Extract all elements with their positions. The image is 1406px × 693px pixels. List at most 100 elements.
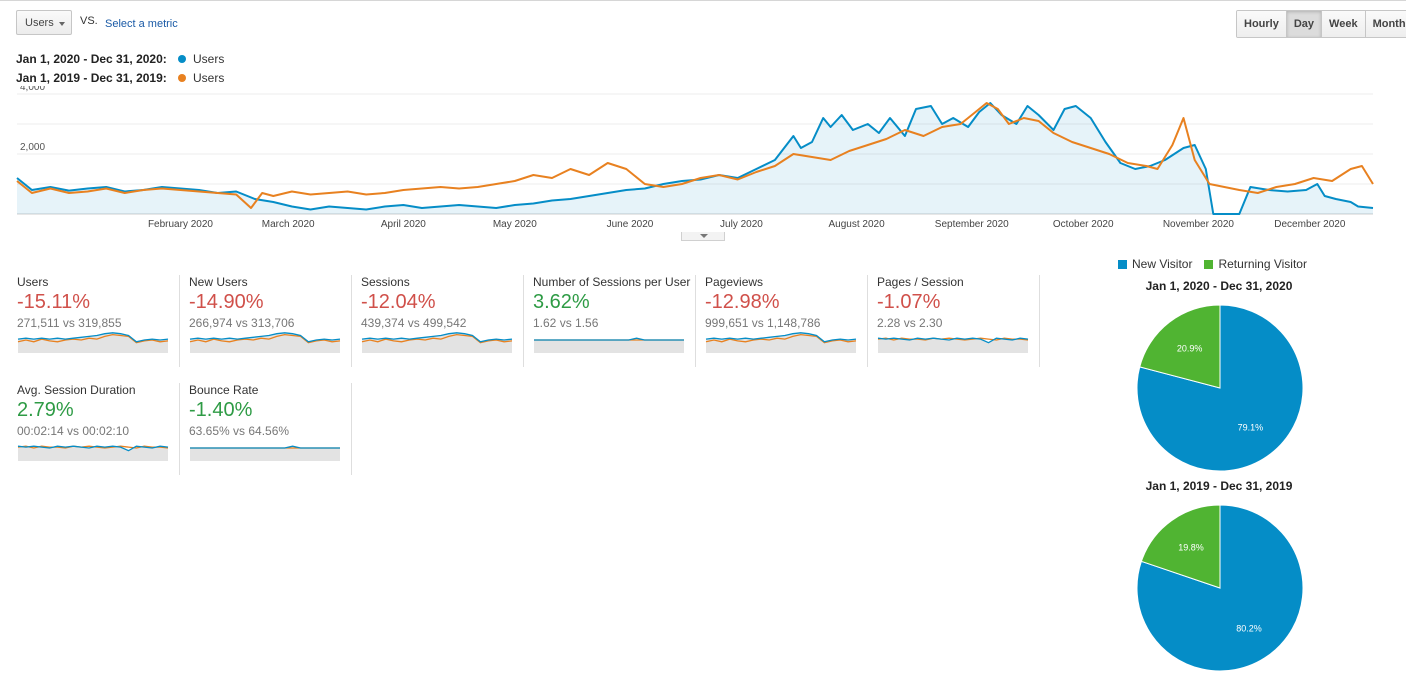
scorecard[interactable]: Number of Sessions per User 3.62% 1.62 v… bbox=[533, 275, 696, 367]
pie-title-2020: Jan 1, 2020 - Dec 31, 2020 bbox=[1145, 279, 1293, 293]
returning-visitor-swatch-icon bbox=[1204, 259, 1214, 269]
pie-legend-label: Returning Visitor bbox=[1218, 257, 1307, 271]
chevron-down-icon bbox=[59, 22, 65, 26]
period-day-button[interactable]: Day bbox=[1285, 11, 1322, 37]
sparkline-2020 bbox=[17, 332, 169, 343]
metric-dropdown-label: Users bbox=[25, 17, 54, 29]
scorecard[interactable]: Pageviews -12.98% 999,651 vs 1,148,786 bbox=[705, 275, 868, 367]
sparkline bbox=[361, 332, 513, 353]
series-line-2020[interactable] bbox=[16, 102, 1374, 215]
scorecard-comparison: 266,974 vs 313,706 bbox=[189, 316, 295, 330]
scorecard[interactable]: Avg. Session Duration 2.79% 00:02:14 vs … bbox=[17, 383, 180, 475]
sparkline-2020 bbox=[705, 332, 857, 343]
legend-range: Jan 1, 2020 - Dec 31, 2020: bbox=[16, 52, 167, 66]
legend-range: Jan 1, 2019 - Dec 31, 2019: bbox=[16, 71, 167, 85]
sparkline-2020 bbox=[189, 332, 341, 343]
period-week-button[interactable]: Week bbox=[1321, 11, 1365, 37]
pie-chart-2019[interactable]: 80.2% 19.8% bbox=[1130, 498, 1310, 678]
series-area-2020 bbox=[17, 103, 1373, 214]
sparkline-2019 bbox=[361, 333, 513, 344]
vs-label: VS. bbox=[80, 15, 98, 27]
scorecard[interactable]: Sessions -12.04% 439,374 vs 499,542 bbox=[361, 275, 524, 367]
scorecard-change: -15.11% bbox=[17, 291, 91, 313]
pie-title-2019: Jan 1, 2019 - Dec 31, 2019 bbox=[1145, 479, 1293, 493]
series-line-2019[interactable] bbox=[16, 102, 1374, 209]
pie-legend-item[interactable]: New Visitor bbox=[1118, 257, 1192, 271]
sparkline bbox=[705, 332, 857, 353]
sparkline bbox=[534, 337, 684, 353]
legend-metric: Users bbox=[193, 52, 225, 66]
sparkline-2020 bbox=[17, 445, 169, 452]
sparkline-area bbox=[878, 338, 1028, 353]
pie-slice-label: 20.9% bbox=[1177, 344, 1203, 354]
scorecard-comparison: 999,651 vs 1,148,786 bbox=[705, 316, 821, 330]
legend-row-2019: Jan 1, 2019 - Dec 31, 2019: Users bbox=[16, 71, 224, 85]
x-tick-label: February 2020 bbox=[148, 219, 213, 230]
x-tick-label: August 2020 bbox=[829, 219, 886, 230]
x-tick-label: November 2020 bbox=[1163, 219, 1235, 230]
scorecard-change: 3.62% bbox=[533, 291, 590, 313]
scorecard-title: Pageviews bbox=[705, 275, 764, 289]
select-metric-link[interactable]: Select a metric bbox=[105, 18, 178, 30]
y-tick-label: 4,000 bbox=[20, 86, 45, 93]
scorecard-title: Bounce Rate bbox=[189, 383, 259, 397]
sparkline-2020 bbox=[190, 445, 340, 449]
pie-chart-2020[interactable]: 79.1% 20.9% bbox=[1130, 298, 1310, 478]
sparkline-2020 bbox=[361, 332, 513, 343]
x-tick-label: December 2020 bbox=[1274, 219, 1346, 230]
pie-slice-label: 79.1% bbox=[1238, 422, 1264, 432]
sparkline-area bbox=[534, 338, 684, 353]
sparkline-2019 bbox=[17, 333, 169, 344]
scorecard-change: -1.07% bbox=[877, 291, 941, 313]
series-dot-icon bbox=[178, 55, 186, 63]
period-month-button[interactable]: Month bbox=[1364, 11, 1406, 37]
sparkline-2019 bbox=[705, 333, 857, 344]
pie-slice[interactable] bbox=[1140, 504, 1221, 589]
sparkline-2020 bbox=[534, 337, 684, 341]
x-tick-label: April 2020 bbox=[381, 219, 426, 230]
x-tick-label: June 2020 bbox=[607, 219, 654, 230]
scorecard-title: Sessions bbox=[361, 275, 410, 289]
sparkline bbox=[17, 445, 169, 461]
sparkline-area bbox=[18, 446, 168, 461]
sparkline bbox=[17, 332, 169, 353]
period-hourly-button[interactable]: Hourly bbox=[1237, 11, 1286, 37]
users-line-chart[interactable]: 4,000 2,000 February 2020 March 2020 April 2… bbox=[0, 86, 1406, 232]
scorecard-comparison: 63.65% vs 64.56% bbox=[189, 424, 290, 438]
chevron-down-icon bbox=[700, 234, 708, 238]
scorecard-title: Number of Sessions per User bbox=[533, 275, 691, 289]
period-toggle: Hourly Day Week Month bbox=[1236, 10, 1406, 38]
scorecard-comparison: 271,511 vs 319,855 bbox=[17, 316, 122, 330]
scorecard-change: -14.90% bbox=[189, 291, 264, 313]
pie-legend: New Visitor Returning Visitor bbox=[1118, 257, 1319, 271]
pie-slice-label: 80.2% bbox=[1236, 624, 1262, 634]
pie-slice[interactable] bbox=[1139, 304, 1221, 389]
sparkline bbox=[190, 445, 340, 461]
legend-row-2020: Jan 1, 2020 - Dec 31, 2020: Users bbox=[16, 52, 224, 66]
x-tick-label: October 2020 bbox=[1053, 219, 1114, 230]
y-tick-label: 2,000 bbox=[20, 142, 45, 153]
sparkline-2019 bbox=[189, 333, 341, 344]
scorecard-comparison: 439,374 vs 499,542 bbox=[361, 316, 467, 330]
scorecard[interactable]: Bounce Rate -1.40% 63.65% vs 64.56% bbox=[189, 383, 352, 475]
pie-slice-label: 19.8% bbox=[1178, 543, 1204, 553]
chart-expand-tab[interactable] bbox=[681, 232, 725, 241]
x-tick-label: July 2020 bbox=[720, 219, 763, 230]
top-border bbox=[0, 0, 1406, 1]
new-visitor-swatch-icon bbox=[1118, 259, 1127, 269]
scorecard-change: -12.98% bbox=[705, 291, 780, 313]
scorecard[interactable]: New Users -14.90% 266,974 vs 313,706 bbox=[189, 275, 352, 367]
sparkline-area bbox=[190, 446, 340, 461]
scorecard[interactable]: Users -15.11% 271,511 vs 319,855 bbox=[17, 275, 180, 367]
scorecard[interactable]: Pages / Session -1.07% 2.28 vs 2.30 bbox=[877, 275, 1040, 367]
scorecard-comparison: 2.28 vs 2.30 bbox=[877, 316, 943, 330]
sparkline bbox=[877, 337, 1029, 353]
scorecard-title: Pages / Session bbox=[877, 275, 964, 289]
scorecard-title: New Users bbox=[189, 275, 248, 289]
metric-dropdown[interactable]: Users bbox=[16, 10, 72, 35]
pie-legend-item[interactable]: Returning Visitor bbox=[1204, 257, 1307, 271]
scorecard-title: Users bbox=[17, 275, 49, 289]
scorecard-title: Avg. Session Duration bbox=[17, 383, 136, 397]
pie-slice[interactable] bbox=[1136, 304, 1304, 472]
scorecard-change: -12.04% bbox=[361, 291, 436, 313]
